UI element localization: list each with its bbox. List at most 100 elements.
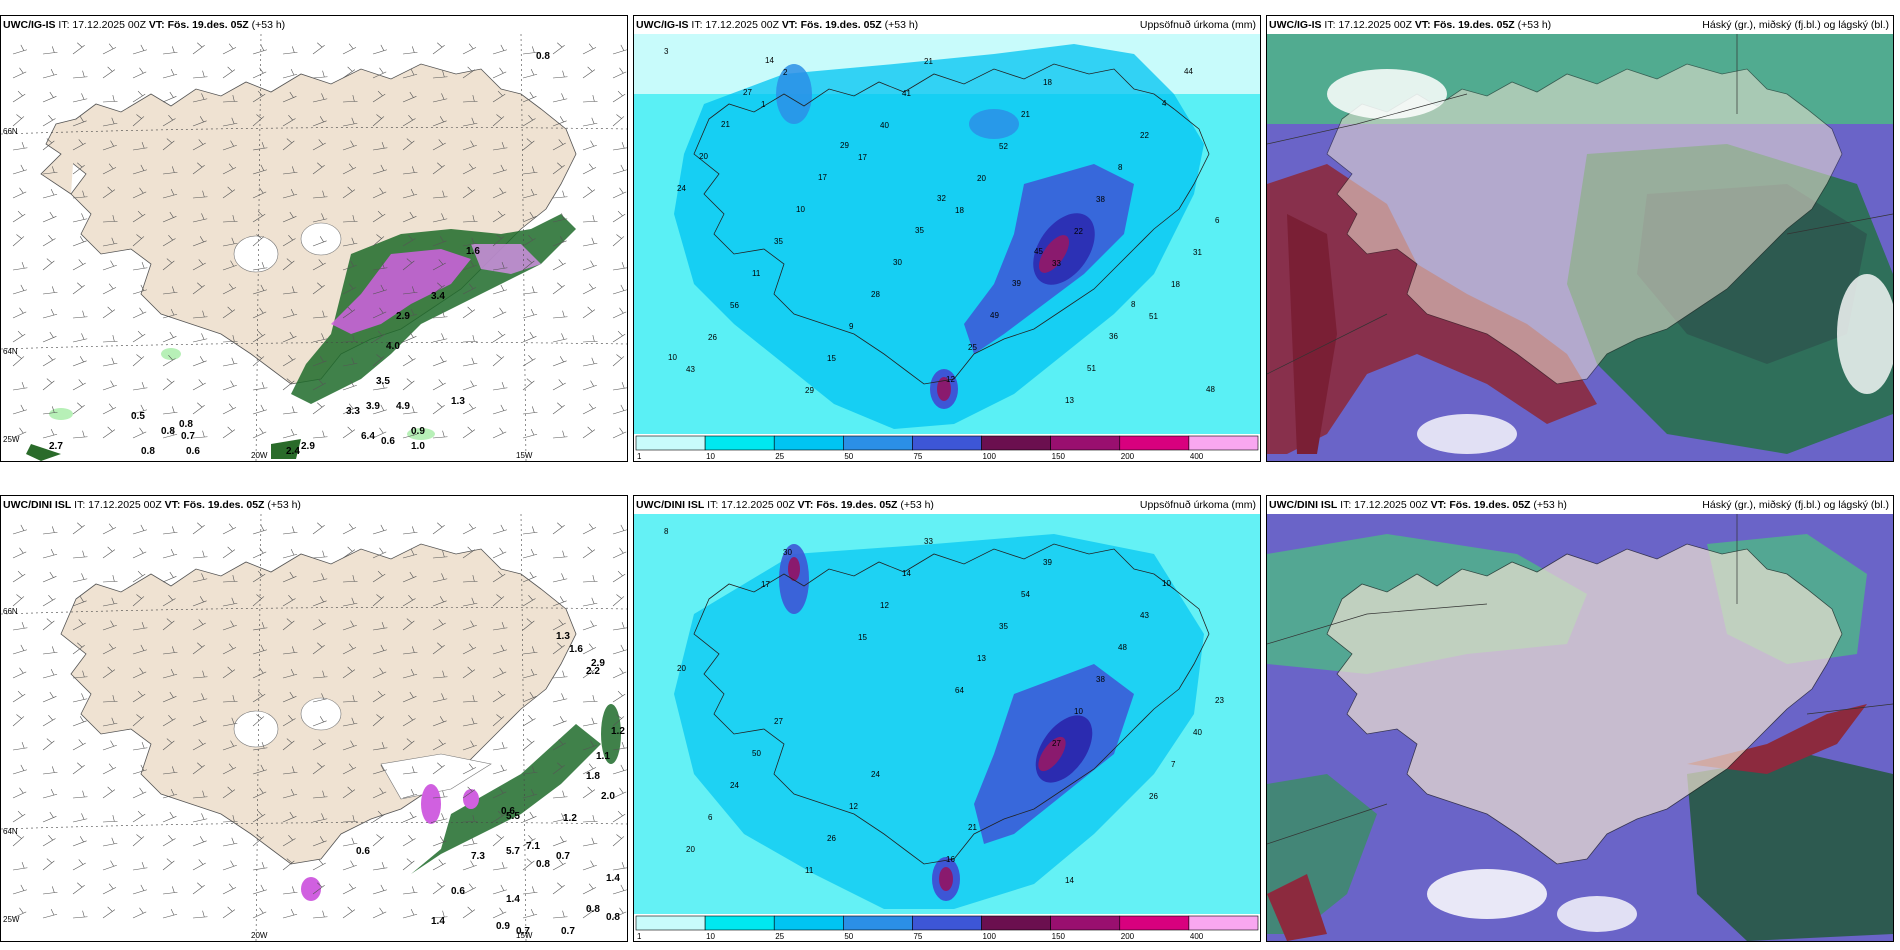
wind-barb	[612, 644, 627, 655]
precip-value-label: 35	[915, 226, 924, 235]
wind-barb	[72, 739, 86, 751]
wind-barb	[582, 814, 598, 823]
wind-barb	[552, 836, 567, 847]
wind-barb	[12, 741, 28, 751]
wind-barb	[312, 116, 327, 127]
wind-barb	[72, 402, 85, 415]
wind-barb	[312, 259, 326, 271]
wind-barb	[402, 618, 415, 631]
wind-barb	[252, 907, 267, 919]
wind-barb	[402, 886, 418, 895]
wind-barb	[462, 620, 477, 631]
lat-label-64: 64N	[3, 347, 18, 356]
wind-barb	[492, 90, 506, 103]
wind-barb	[222, 620, 237, 631]
wind-barb	[162, 429, 178, 439]
wind-barb	[582, 94, 598, 103]
precip-value-label: 12	[880, 601, 889, 610]
wind-barb	[402, 835, 416, 847]
precip-value-label: 43	[686, 365, 695, 374]
wind-barb	[132, 884, 148, 895]
wind-barb	[342, 426, 356, 439]
wind-barb	[192, 716, 207, 727]
wind-value-label: 2.2	[586, 666, 600, 677]
wind-barb	[72, 310, 88, 319]
wind-barb	[522, 309, 538, 319]
wind-barb	[12, 524, 28, 535]
wind-barb	[222, 523, 237, 535]
cloud-title-right: Háský (gr.), miðský (fj.bl.) og lágský (…	[1702, 499, 1889, 511]
wind-barb	[462, 334, 478, 343]
wind-map-dini: 66N 64N 20W 15W 25W 1.31.62.22.90.61.21.…	[1, 514, 627, 941]
wind-barb	[552, 259, 566, 271]
wind-barb	[12, 330, 26, 343]
wind-barb	[162, 91, 177, 103]
wind-value-label: 0.8	[141, 446, 155, 457]
wind-barb	[342, 357, 358, 367]
precip-value-label: 14	[902, 569, 911, 578]
wind-barb	[252, 44, 268, 55]
wind-barb	[102, 546, 116, 559]
wind-barb	[252, 524, 268, 535]
wind-barb	[552, 42, 565, 55]
wind-barb	[252, 261, 268, 271]
wind-barb	[462, 786, 476, 799]
wind-barb	[312, 522, 325, 535]
wind-barb	[12, 234, 25, 247]
precip-value-label: 8	[1131, 300, 1136, 309]
precip-value-label: 8	[1118, 163, 1123, 172]
wind-barb	[162, 406, 178, 415]
precip-title-right: Uppsöfnuð úrkoma (mm)	[1139, 499, 1256, 511]
wind-barb	[492, 354, 505, 367]
wind-barb	[222, 426, 236, 439]
wind-barb	[372, 787, 387, 799]
wind-barb	[312, 379, 326, 391]
wind-barb	[312, 70, 328, 79]
precip-value-label: 3	[664, 47, 669, 56]
wind-barb	[552, 739, 566, 751]
wind-barb	[132, 764, 148, 775]
wind-barb	[612, 330, 626, 343]
wind-barb	[162, 115, 176, 127]
wind-barb	[372, 427, 387, 439]
wind-barb	[252, 667, 267, 679]
lon-label-25w: 25W	[3, 435, 20, 444]
precip-value-label: 8	[664, 527, 669, 536]
wind-barb	[192, 93, 208, 103]
wind-barb	[72, 430, 88, 439]
wind-barb	[312, 236, 327, 247]
wind-barb	[522, 858, 535, 871]
colorbar-swatch	[1188, 435, 1259, 451]
wind-barb	[282, 235, 296, 247]
wind-barb	[462, 43, 477, 55]
wind-barb	[582, 260, 597, 271]
wind-barbs	[12, 42, 627, 439]
wind-barb	[342, 740, 357, 751]
wind-barb	[72, 693, 88, 703]
wind-barb	[492, 44, 508, 55]
wind-barb	[612, 834, 625, 847]
wind-barb	[402, 766, 418, 775]
wind-barb	[612, 404, 627, 415]
wind-barb	[192, 430, 208, 439]
wind-barb	[102, 786, 116, 799]
wind-barb	[342, 140, 357, 151]
wind-barb	[582, 597, 598, 607]
wind-barb	[222, 214, 238, 223]
wind-barb	[132, 787, 147, 799]
wind-barb	[12, 861, 28, 871]
wind-barb	[432, 356, 447, 367]
wind-barb	[402, 595, 416, 607]
wind-barb	[312, 716, 327, 727]
wind-barb	[432, 93, 448, 103]
wind-barb	[252, 764, 268, 775]
wind-barb	[222, 357, 238, 367]
wind-barb	[132, 164, 148, 175]
wind-barb	[222, 643, 237, 655]
wind-barb	[282, 286, 298, 295]
wind-barb	[402, 526, 418, 535]
wind-barb	[132, 90, 146, 103]
wind-barb	[522, 789, 538, 799]
wind-barb	[222, 117, 238, 127]
wind-barb	[582, 43, 597, 55]
